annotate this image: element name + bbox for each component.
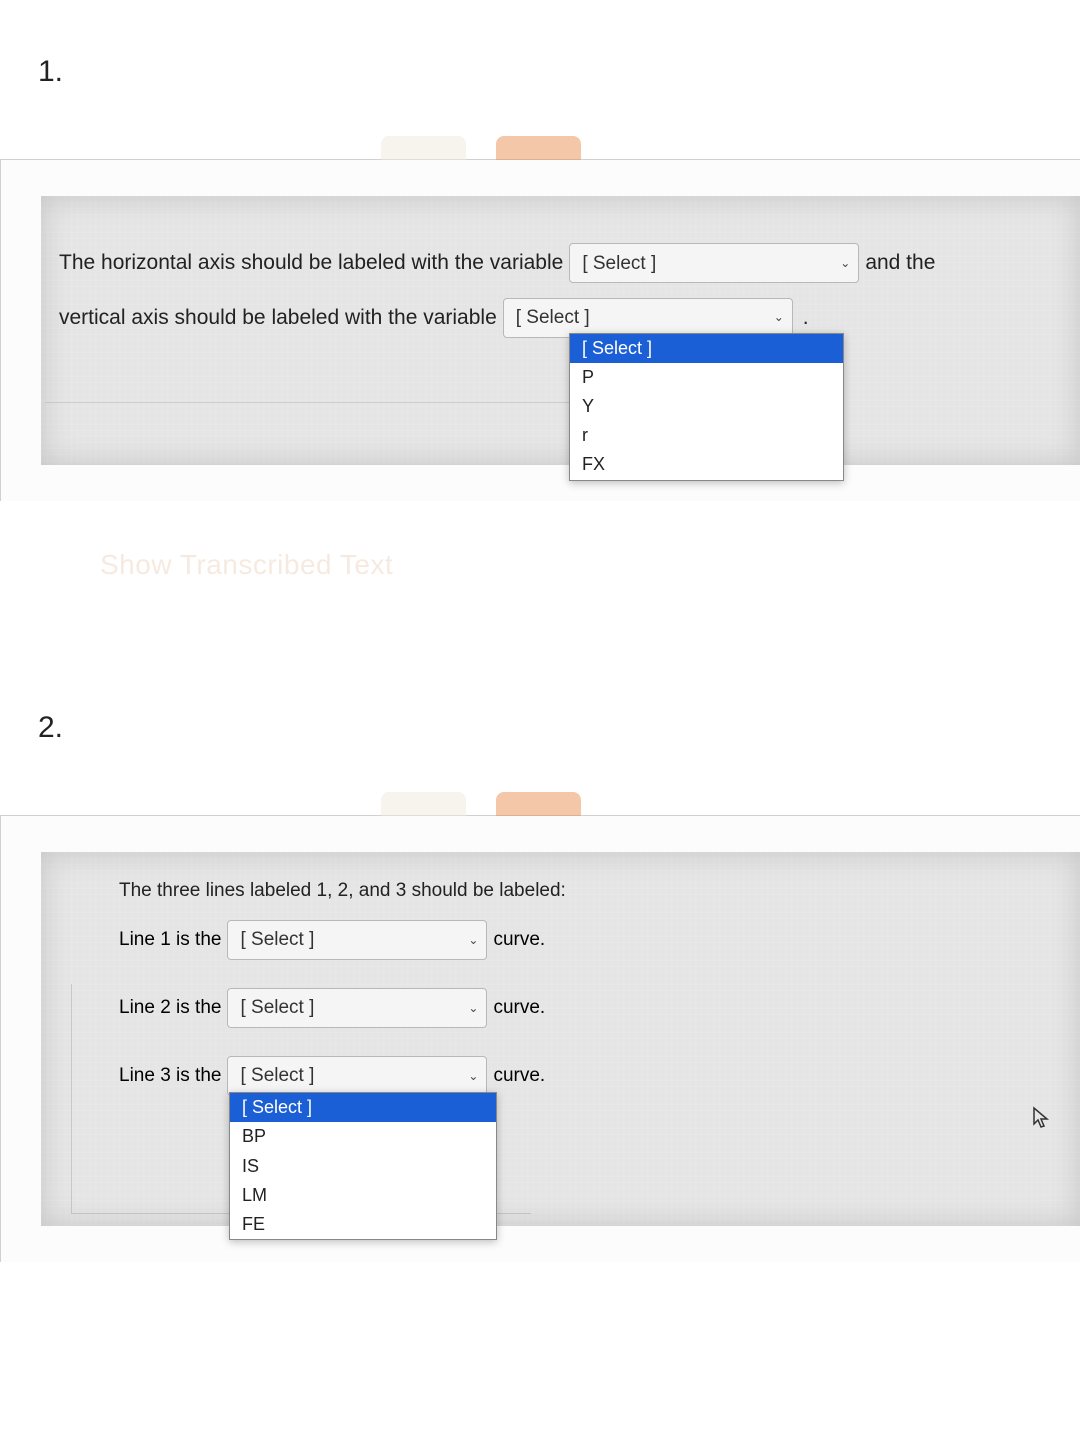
dropdown-option-select[interactable]: [ Select ]	[570, 334, 843, 363]
dropdown-option-y[interactable]: Y	[570, 392, 843, 421]
horizontal-axis-select-value: [ Select ]	[582, 239, 656, 288]
dropdown2-option-fe[interactable]: FE	[230, 1210, 496, 1239]
show-transcribed-text[interactable]: Show Transcribed Text	[0, 501, 1080, 581]
q2-line-3: Line 3 is the [ Select ] ⌄ curve. [ Sele…	[111, 1056, 1062, 1096]
tab-shape-2	[496, 136, 581, 160]
chevron-down-icon: ⌄	[840, 248, 850, 279]
line-1-label: Line 1 is the	[119, 929, 221, 951]
cursor-icon	[1032, 1106, 1052, 1136]
line-3-suffix: curve.	[493, 1065, 545, 1087]
tab-shape-3	[381, 792, 466, 816]
line-2-select-value: [ Select ]	[240, 997, 314, 1019]
line-2-suffix: curve.	[493, 997, 545, 1019]
chevron-down-icon: ⌄	[468, 933, 478, 947]
line-1-select[interactable]: [ Select ] ⌄	[227, 920, 487, 960]
line-1-select-value: [ Select ]	[240, 929, 314, 951]
line-3-select[interactable]: [ Select ] ⌄	[227, 1056, 487, 1096]
question-2-container: The three lines labeled 1, 2, and 3 shou…	[0, 815, 1080, 1262]
line-1-suffix: curve.	[493, 929, 545, 951]
q1-line-1: The horizontal axis should be labeled wi…	[59, 236, 1062, 291]
line-3-label: Line 3 is the	[119, 1065, 221, 1087]
line-2-select[interactable]: [ Select ] ⌄	[227, 988, 487, 1028]
line-2-label: Line 2 is the	[119, 997, 221, 1019]
q1-text-horizontal: The horizontal axis should be labeled wi…	[59, 236, 563, 291]
q1-line-2: vertical axis should be labeled with the…	[59, 291, 1062, 346]
tab-hints-2	[381, 792, 581, 816]
dropdown-option-p[interactable]: P	[570, 363, 843, 392]
horizontal-axis-select[interactable]: [ Select ] ⌄	[569, 243, 859, 283]
dropdown2-option-lm[interactable]: LM	[230, 1181, 496, 1210]
line-3-dropdown: [ Select ] BP IS LM FE	[229, 1092, 497, 1240]
dropdown2-option-select[interactable]: [ Select ]	[230, 1093, 496, 1122]
q1-text-and-the: and the	[865, 236, 935, 291]
chevron-down-icon: ⌄	[774, 302, 784, 333]
q2-line-2: Line 2 is the [ Select ] ⌄ curve.	[111, 988, 1062, 1028]
line-3-select-value: [ Select ]	[240, 1065, 314, 1087]
vertical-axis-dropdown: [ Select ] P Y r FX	[569, 333, 844, 481]
tab-shape-4	[496, 792, 581, 816]
tab-hints	[381, 136, 581, 160]
q2-intro-text: The three lines labeled 1, 2, and 3 shou…	[111, 880, 1062, 902]
question-1-panel: The horizontal axis should be labeled wi…	[41, 196, 1080, 465]
dropdown2-option-bp[interactable]: BP	[230, 1122, 496, 1151]
q1-text-vertical: vertical axis should be labeled with the…	[59, 291, 497, 346]
q2-line-1: Line 1 is the [ Select ] ⌄ curve.	[111, 920, 1062, 960]
chevron-down-icon: ⌄	[468, 1069, 478, 1083]
question-2-panel: The three lines labeled 1, 2, and 3 shou…	[41, 852, 1080, 1226]
dropdown-option-fx[interactable]: FX	[570, 450, 843, 479]
question-1-number: 1.	[0, 0, 1080, 89]
question-1-container: The horizontal axis should be labeled wi…	[0, 159, 1080, 501]
dropdown-option-r[interactable]: r	[570, 421, 843, 450]
tab-shape-1	[381, 136, 466, 160]
question-2-number: 2.	[0, 691, 1080, 745]
dropdown2-option-is[interactable]: IS	[230, 1152, 496, 1181]
chevron-down-icon: ⌄	[468, 1001, 478, 1015]
